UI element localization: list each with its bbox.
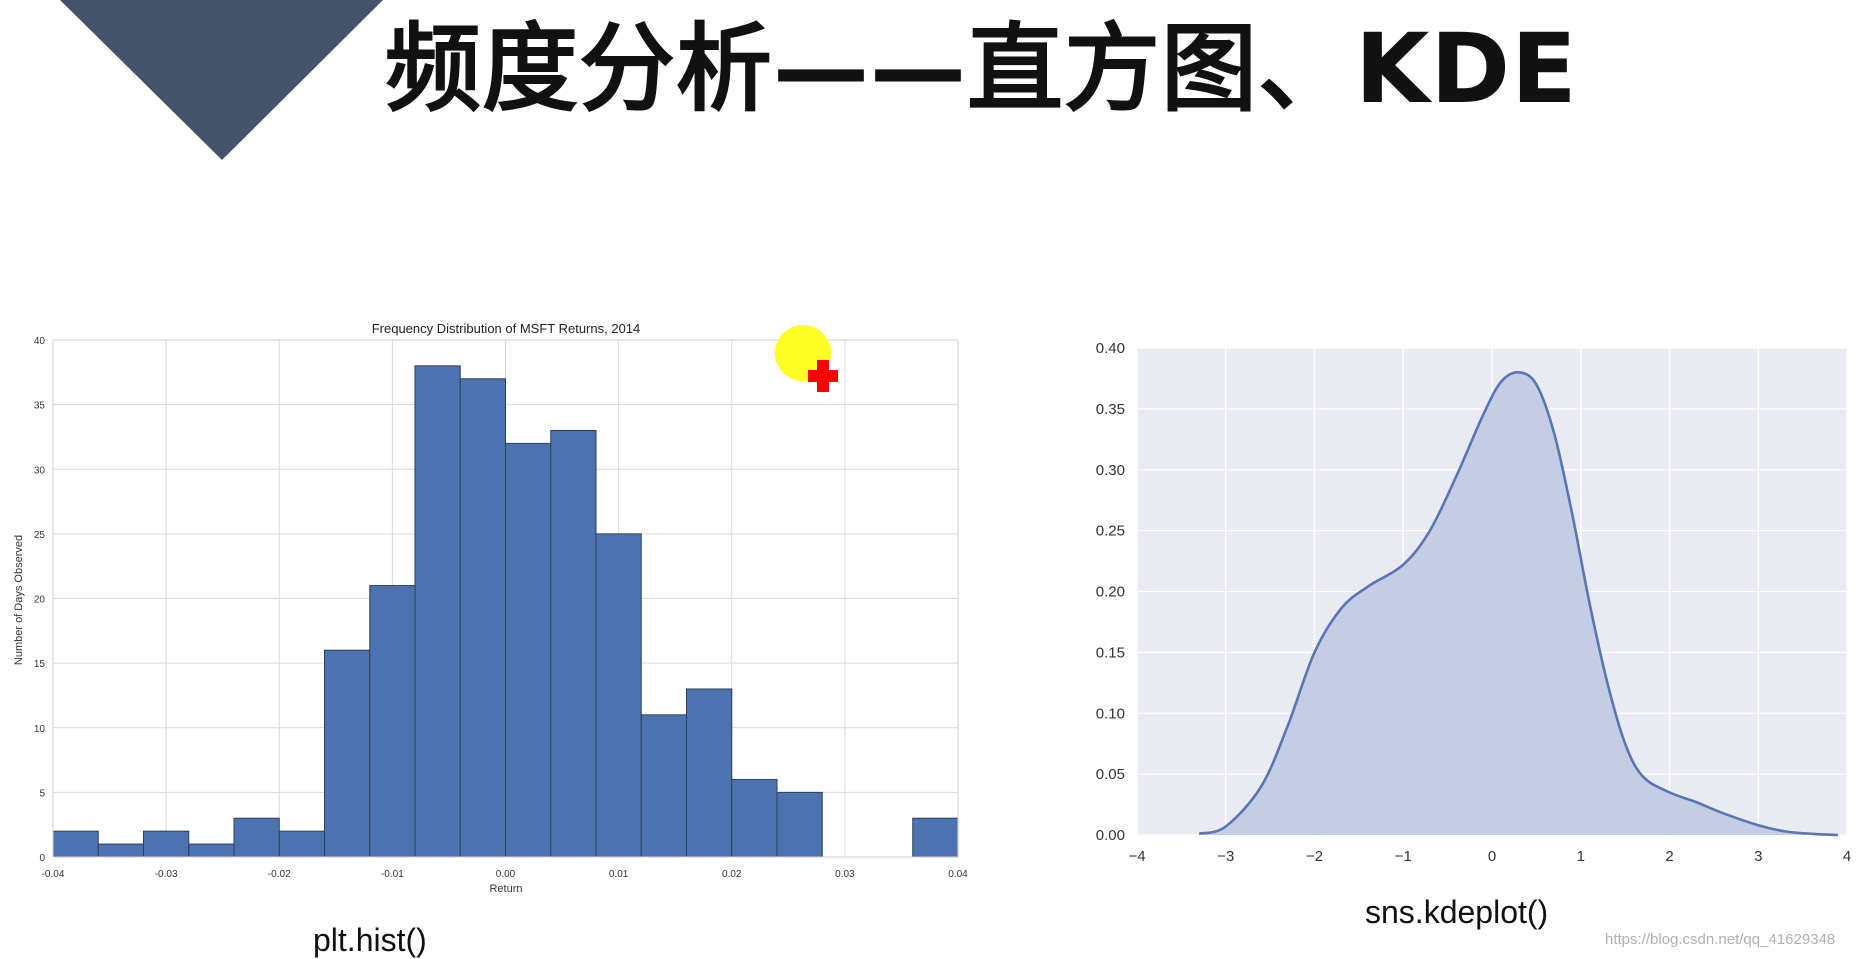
kde-y-tick-label: 0.00	[1096, 827, 1125, 844]
histogram-bar	[52, 830, 99, 858]
kde-caption: sns.kdeplot()	[1365, 894, 1549, 930]
histogram-x-tick-label: -0.01	[381, 869, 404, 880]
histogram-bar	[776, 791, 823, 858]
kde-y-tick-label: 0.35	[1096, 401, 1125, 418]
histogram-x-axis-label: Return	[489, 883, 522, 895]
histogram-bar	[278, 830, 325, 858]
histogram-bar	[686, 688, 733, 858]
histogram-x-tick-label: -0.04	[42, 869, 65, 880]
histogram-x-tick-label: 0.01	[609, 869, 629, 880]
histogram-y-tick-label: 0	[39, 853, 45, 864]
kde-x-tick-label: −1	[1395, 848, 1412, 865]
histogram-bar	[731, 778, 778, 858]
histogram-bar	[188, 843, 235, 858]
kde-x-tick-label: −4	[1128, 848, 1145, 865]
histogram-x-tick-label: 0.04	[948, 869, 968, 880]
histogram-bar	[143, 830, 190, 858]
cursor-highlight	[775, 325, 838, 392]
histogram-bar	[233, 817, 280, 858]
kde-y-tick-label: 0.25	[1096, 523, 1125, 540]
histogram-bar	[505, 442, 552, 858]
histogram-x-tick-label: 0.02	[722, 869, 742, 880]
kde-y-tick-label: 0.30	[1096, 462, 1125, 479]
kde-y-ticks: 0.00 0.05 0.10 0.15 0.20 0.25 0.30 0.35 0.40	[1096, 340, 1125, 844]
histogram-y-ticks: 0 5 10 15 20 25 30 35 40	[34, 336, 46, 864]
decorative-triangle	[60, 0, 383, 160]
watermark-url: https://blog.csdn.net/qq_41629348	[1605, 931, 1836, 948]
histogram-bar	[324, 649, 371, 858]
kde-y-tick-label: 0.10	[1096, 705, 1125, 722]
kde-x-tick-label: 3	[1754, 848, 1762, 865]
red-cross-icon	[808, 360, 838, 392]
kde-y-tick-label: 0.05	[1096, 766, 1125, 783]
histogram-x-tick-label: -0.02	[268, 869, 291, 880]
kde-x-tick-label: 2	[1665, 848, 1673, 865]
histogram-y-tick-label: 30	[34, 465, 46, 476]
histogram-bar	[369, 585, 416, 858]
histogram-bar	[912, 817, 959, 858]
kde-chart: −4 −3 −2 −1 0 1 2 3 4 0.000.050.100.150.200.250.…	[1096, 340, 1851, 865]
kde-y-tick-label: 0.40	[1096, 340, 1125, 357]
histogram-y-tick-label: 5	[39, 788, 45, 799]
histogram-x-tick-label: -0.03	[155, 869, 178, 880]
kde-x-tick-label: −3	[1217, 848, 1234, 865]
histogram-title: Frequency Distribution of MSFT Returns, …	[372, 321, 641, 336]
histogram-caption: plt.hist()	[313, 922, 427, 958]
histogram-y-tick-label: 25	[34, 530, 46, 541]
histogram-bar	[640, 714, 687, 858]
histogram-bar	[459, 378, 506, 858]
histogram-y-axis-label: Number of Days Observed	[13, 535, 25, 665]
kde-y-tick-label: 0.15	[1096, 644, 1125, 661]
histogram-x-tick-label: 0.00	[496, 869, 516, 880]
histogram-bar	[595, 533, 642, 858]
histogram-bar	[414, 365, 461, 858]
histogram-x-ticks: -0.04 -0.03 -0.02 -0.01 0.00 0.01 0.02 0.03 0.04	[42, 869, 969, 880]
histogram-bar	[97, 843, 144, 858]
histogram-y-tick-label: 10	[34, 724, 46, 735]
kde-x-tick-label: 4	[1843, 848, 1851, 865]
triangle-shape	[60, 0, 383, 160]
histogram-y-tick-label: 40	[34, 336, 46, 347]
kde-density-line	[1198, 371, 1839, 837]
histogram-y-tick-label: 35	[34, 401, 46, 412]
histogram-y-tick-label: 20	[34, 595, 46, 606]
histogram-bar	[550, 429, 597, 858]
kde-x-tick-label: 0	[1488, 848, 1496, 865]
kde-y-tick-label: 0.20	[1096, 584, 1125, 601]
kde-x-tick-label: 1	[1577, 848, 1585, 865]
histogram-chart: -0.04 -0.03 -0.02 -0.01 0.00 0.01 0.02 0.03 0.04…	[13, 321, 969, 895]
histogram-bars	[52, 365, 959, 858]
kde-x-tick-label: −2	[1306, 848, 1323, 865]
kde-area-fill	[1199, 372, 1839, 835]
slide-title: 频度分析——直方图、KDE	[385, 13, 1578, 125]
histogram-x-tick-label: 0.03	[835, 869, 855, 880]
histogram-plot-frame	[52, 339, 959, 858]
histogram-y-tick-label: 15	[34, 659, 46, 670]
kde-x-ticks: −4 −3 −2 −1 0 1 2 3 4	[1128, 848, 1851, 865]
